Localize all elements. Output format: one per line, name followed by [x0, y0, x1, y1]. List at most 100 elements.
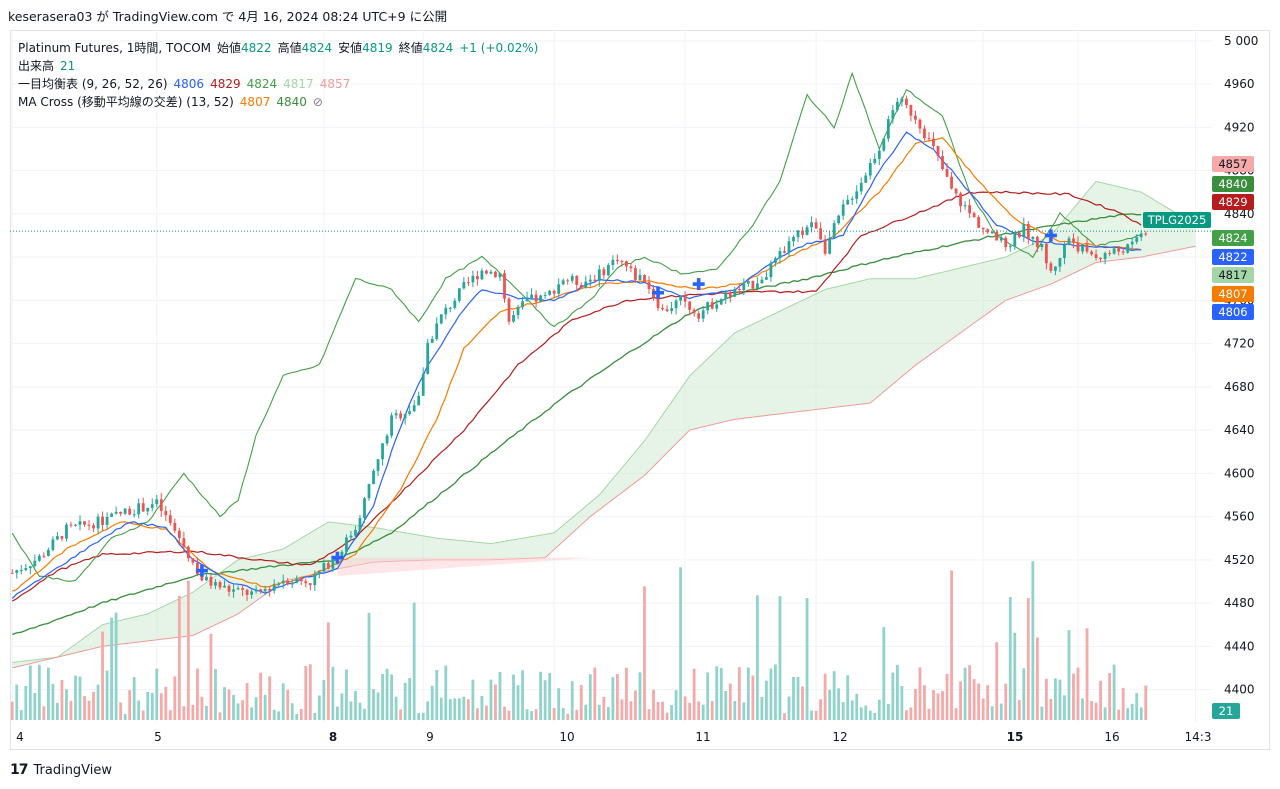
candle-body-95 — [439, 314, 443, 324]
low-value: 4819 — [362, 41, 393, 55]
candle-body-134 — [615, 259, 619, 262]
candle-body-13 — [69, 524, 73, 526]
volume-bar-69 — [322, 679, 326, 720]
volume-bar-138 — [634, 690, 637, 720]
volume-bar-166 — [760, 696, 764, 720]
volume-bar-150 — [688, 702, 692, 720]
volume-bar-105 — [485, 705, 488, 720]
volume-bar-180 — [823, 673, 827, 720]
legend-ma-row[interactable]: MA Cross (移動平均線の交差) (13, 52) 4807 4840 ⊘ — [18, 93, 538, 111]
candle-body-175 — [801, 230, 804, 235]
volume-bar-73 — [340, 693, 344, 720]
candle-body-115 — [530, 294, 533, 299]
volume-bar-189 — [864, 705, 868, 720]
candle-body-57 — [268, 589, 272, 591]
volume-bar-249 — [1135, 693, 1139, 720]
candle-body-126 — [579, 284, 583, 288]
candle-body-187 — [855, 191, 859, 199]
candle-body-121 — [557, 284, 561, 294]
candle-body-58 — [272, 584, 276, 591]
volume-bar-130 — [597, 704, 601, 720]
volume-bar-199 — [909, 707, 913, 720]
candle-body-179 — [819, 228, 822, 240]
volume-bar-151 — [692, 668, 696, 720]
volume-bar-43 — [205, 705, 208, 720]
candle-body-82 — [381, 443, 384, 460]
candle-body-119 — [548, 290, 552, 295]
candle-body-166 — [760, 279, 764, 284]
candle-body-128 — [588, 279, 592, 282]
volume-bar-158 — [724, 691, 728, 720]
volume-bar-131 — [602, 696, 606, 720]
volume-bar-21 — [105, 670, 109, 720]
volume-bar-154 — [706, 672, 710, 720]
candle-body-66 — [308, 583, 312, 586]
volume-bar-120 — [552, 708, 556, 720]
candle-body-34 — [164, 510, 168, 516]
volume-bar-79 — [367, 612, 371, 720]
volume-bar-55 — [259, 672, 263, 720]
candle-body-137 — [629, 266, 633, 269]
candle-body-162 — [742, 283, 746, 291]
volume-bar-197 — [900, 686, 904, 720]
candle-body-46 — [218, 582, 222, 588]
price-badge-bg-2 — [1212, 194, 1254, 210]
candle-body-67 — [313, 574, 317, 586]
volume-bar-114 — [525, 709, 529, 720]
tradingview-logo-icon: 17 — [10, 762, 29, 778]
candle-body-189 — [864, 175, 868, 183]
candle-body-222 — [1013, 232, 1017, 247]
candle-body-154 — [706, 302, 710, 311]
candle-body-7 — [42, 555, 46, 557]
candle-body-180 — [823, 239, 827, 254]
candle-body-251 — [1144, 233, 1148, 235]
candle-body-146 — [670, 308, 673, 312]
volume-bar-184 — [841, 702, 845, 720]
candle-body-150 — [688, 301, 692, 310]
candle-body-151 — [692, 309, 696, 314]
legend-volume-row[interactable]: 出来高 21 — [18, 57, 538, 75]
volume-bar-96 — [444, 665, 448, 720]
volume-bar-127 — [584, 704, 588, 720]
y-tick-label-14: 4440 — [1224, 639, 1255, 653]
volume-bar-77 — [358, 702, 362, 720]
candle-body-215 — [981, 227, 985, 230]
footer-brand[interactable]: 17 TradingView — [10, 762, 112, 778]
volume-bar-61 — [286, 689, 290, 720]
volume-bar-116 — [534, 709, 538, 720]
volume-bar-208 — [950, 570, 953, 720]
volume-bar-148 — [679, 567, 683, 720]
candle-body-100 — [462, 282, 466, 289]
candle-body-80 — [372, 470, 375, 485]
candle-body-5 — [33, 560, 37, 567]
candle-body-74 — [345, 537, 348, 552]
volume-bar-220 — [1004, 683, 1008, 720]
volume-bar-233 — [1063, 695, 1066, 720]
volume-bar-228 — [1040, 706, 1044, 720]
x-tick-label-9: 14:3 — [1185, 730, 1212, 744]
volume-bar-85 — [394, 696, 398, 720]
volume-bar-240 — [1094, 702, 1098, 720]
candle-body-221 — [1008, 246, 1012, 248]
candle-body-138 — [634, 268, 637, 281]
cloud-fill-bearish — [337, 557, 591, 577]
candle-body-199 — [909, 104, 913, 116]
volume-bar-75 — [349, 701, 353, 720]
candle-body-103 — [475, 275, 479, 280]
volume-bar-236 — [1076, 667, 1080, 720]
volume-bar-195 — [891, 672, 895, 720]
candle-body-26 — [128, 508, 132, 515]
price-badge-text-3: TPLG2025 — [1147, 213, 1207, 227]
candle-body-111 — [512, 315, 515, 322]
hidden-eye-icon[interactable]: ⊘ — [312, 95, 323, 109]
x-tick-label-5: 11 — [695, 730, 710, 744]
candle-body-224 — [1022, 224, 1026, 238]
candle-body-99 — [457, 288, 461, 301]
candle-body-182 — [832, 223, 836, 238]
candle-body-240 — [1094, 254, 1098, 258]
candle-body-214 — [977, 217, 981, 228]
candle-body-237 — [1081, 244, 1084, 252]
legend-ichimoku-row[interactable]: 一目均衡表 (9, 26, 52, 26) 4806 4829 4824 481… — [18, 75, 538, 93]
candle-body-118 — [543, 294, 547, 296]
